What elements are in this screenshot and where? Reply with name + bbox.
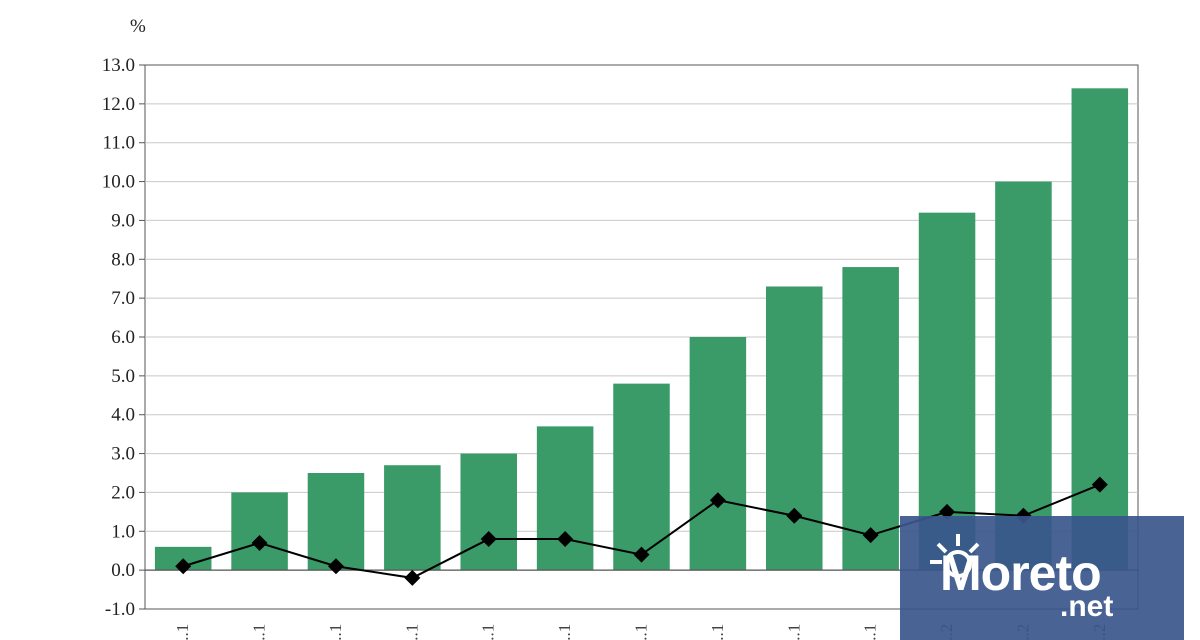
line-point [633, 546, 650, 563]
line-point [1091, 476, 1108, 493]
y-tick-label: 13.0 [102, 55, 135, 76]
line-point [404, 569, 421, 586]
bar [842, 267, 899, 571]
y-tick-label: 1.0 [111, 521, 135, 542]
y-tick-label: 5.0 [111, 366, 135, 387]
line-point [480, 531, 497, 548]
x-tick-label: ...1 [632, 624, 651, 640]
line-point [175, 558, 192, 575]
bar [384, 465, 441, 571]
bar [231, 492, 288, 571]
x-tick-label: ...1 [861, 624, 880, 640]
watermark-logo: Moreto .net [900, 516, 1184, 640]
bar [460, 453, 517, 571]
y-tick-label: 0.0 [111, 560, 135, 581]
bar [613, 383, 670, 571]
y-tick-label: 10.0 [102, 172, 135, 193]
x-tick-label: ...1 [784, 624, 803, 640]
x-tick-label: ...1 [555, 624, 574, 640]
y-tick-label: 4.0 [111, 405, 135, 426]
bar [689, 337, 747, 571]
line-point [939, 503, 956, 520]
y-tick-label: 2.0 [111, 482, 135, 503]
x-tick-label: ...1 [250, 624, 269, 640]
line-point [709, 492, 726, 509]
watermark-suffix: .net [1060, 590, 1114, 623]
bar [307, 473, 365, 571]
line-point [862, 527, 879, 544]
sun-icon [930, 534, 980, 578]
line-point [251, 534, 268, 551]
y-tick-label: 3.0 [111, 444, 135, 465]
bar [766, 286, 823, 571]
bar [995, 181, 1052, 571]
y-tick-label: 11.0 [102, 133, 135, 154]
line-point [557, 531, 574, 548]
line-point [786, 507, 803, 524]
x-tick-label: ...1 [479, 624, 498, 640]
y-tick-label: 6.0 [111, 327, 135, 348]
line-point [327, 558, 344, 575]
bar [536, 426, 594, 571]
x-tick-label: ...1 [708, 624, 727, 640]
y-tick-label: 12.0 [102, 94, 135, 115]
y-tick-label: 8.0 [111, 249, 135, 270]
x-tick-label: ...1 [402, 624, 421, 640]
bar [1071, 88, 1129, 571]
x-tick-label: ...1 [173, 624, 192, 640]
y-tick-label: -1.0 [105, 599, 135, 620]
y-tick-label: 9.0 [111, 210, 135, 231]
y-axis-unit-label: % [130, 16, 146, 37]
y-tick-label: 7.0 [111, 288, 135, 309]
x-tick-label: ...1 [326, 624, 345, 640]
watermark-brand: Moreto [940, 545, 1102, 601]
